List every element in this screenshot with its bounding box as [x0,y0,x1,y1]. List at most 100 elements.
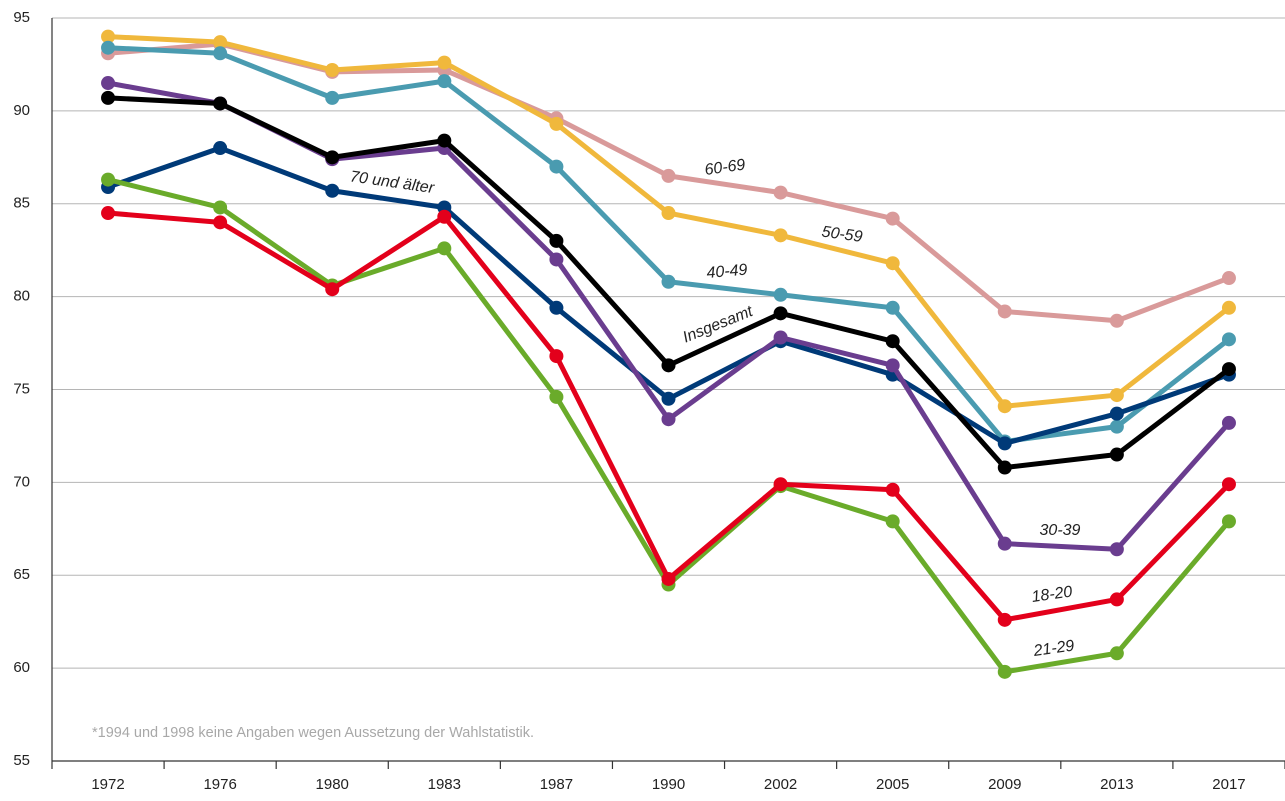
data-point [1109,646,1124,661]
y-tick-label: 70 [13,473,30,490]
y-tick-label: 60 [13,659,30,676]
data-point [325,282,340,297]
x-tick-label: 2017 [1212,776,1245,793]
data-point [213,141,228,156]
data-point [1221,415,1236,430]
x-tick-label: 1972 [91,776,124,793]
data-point [773,228,788,243]
data-point [885,211,900,226]
x-tick-label: 2002 [764,776,797,793]
data-point [997,536,1012,551]
y-tick-label: 55 [13,752,30,769]
data-point [1221,362,1236,377]
data-point [773,185,788,200]
series-line [107,34,1231,409]
data-point [661,391,676,406]
series-label: 21-29 [1032,637,1076,660]
data-point [101,29,116,44]
y-tick-label: 85 [13,195,30,212]
y-tick-label: 80 [13,288,30,305]
data-point [549,252,564,267]
series-label: 50-59 [821,223,864,246]
data-point [1221,300,1236,315]
data-point [773,477,788,492]
data-point [549,349,564,364]
data-point [1109,447,1124,462]
data-point [325,183,340,198]
data-point [1109,542,1124,557]
data-point [997,460,1012,475]
data-point [885,256,900,271]
x-tick-label: 2013 [1100,776,1133,793]
data-point [997,664,1012,679]
data-point [885,514,900,529]
data-point [213,215,228,230]
series-label: 40-49 [706,261,748,282]
data-point [549,389,564,404]
y-tick-label: 95 [13,9,30,26]
data-point [773,306,788,321]
data-point [773,287,788,302]
data-point [661,358,676,373]
x-tick-label: 1983 [428,776,461,793]
series-label: 18-20 [1031,583,1074,606]
data-point [885,334,900,349]
y-tick-label: 65 [13,566,30,583]
series-label: 30-39 [1040,522,1081,539]
data-point [1109,388,1124,403]
data-point [661,571,676,586]
data-point [997,304,1012,319]
series-label: 60-69 [704,156,747,179]
data-point [437,209,452,224]
data-point [101,76,116,91]
data-point [1109,406,1124,421]
data-point [1221,332,1236,347]
y-tick-label: 90 [13,102,30,119]
x-tick-label: 2005 [876,776,909,793]
x-tick-label: 2009 [988,776,1021,793]
x-tick-label: 1987 [540,776,573,793]
data-point [549,116,564,131]
data-point [213,46,228,61]
data-point [1109,592,1124,607]
footnote: *1994 und 1998 keine Angaben wegen Ausse… [92,725,534,741]
data-point [437,74,452,89]
data-point [101,206,116,221]
data-point [549,300,564,315]
data-point [213,200,228,215]
data-point [213,35,228,50]
data-point [661,206,676,221]
data-point [549,233,564,248]
data-point [885,300,900,315]
data-point [549,159,564,174]
data-point [101,172,116,187]
data-point [325,63,340,78]
data-point [101,90,116,105]
data-point [1109,313,1124,328]
data-point [661,412,676,427]
data-point [437,55,452,70]
data-point [661,168,676,183]
data-point [997,436,1012,451]
data-point [325,90,340,105]
series [101,40,1236,449]
data-point [437,241,452,256]
data-point [885,358,900,373]
x-tick-label: 1976 [203,776,236,793]
data-point [997,612,1012,627]
data-point [773,330,788,345]
data-point [213,96,228,111]
data-point [1221,514,1236,529]
data-point [1109,419,1124,434]
data-point [661,274,676,289]
data-point [101,40,116,55]
x-tick-label: 1990 [652,776,685,793]
data-point [325,150,340,165]
series [101,29,1236,414]
x-tick-label: 1980 [316,776,349,793]
data-point [1221,271,1236,286]
data-point [437,133,452,148]
series [101,90,1236,475]
data-point [1221,477,1236,492]
